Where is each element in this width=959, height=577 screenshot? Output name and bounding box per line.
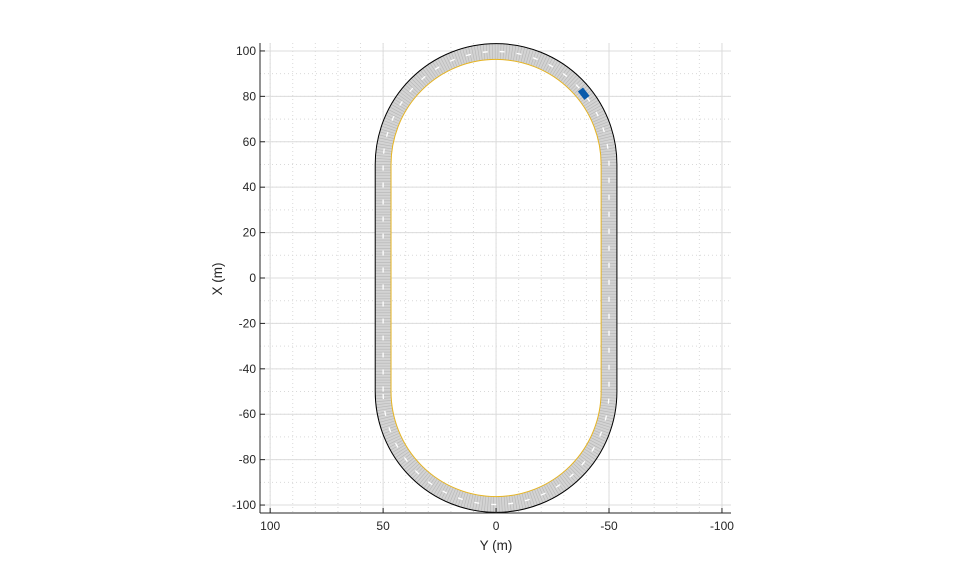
x-tick-label: 0 (493, 519, 500, 533)
road-inner-edge (390, 59, 602, 497)
y-tick-label: -100 (232, 498, 256, 512)
road-hatching (375, 43, 617, 513)
y-tick-label: 20 (243, 226, 257, 240)
y-tick-label: -60 (239, 407, 257, 421)
y-tick-label: 40 (243, 180, 257, 194)
y-tick-label: -80 (239, 453, 257, 467)
x-tick-label: -50 (600, 519, 618, 533)
grid (260, 43, 731, 513)
road (374, 43, 618, 513)
x-tick-label: 50 (376, 519, 390, 533)
lane-marking (382, 51, 610, 505)
x-tick-label: -100 (710, 519, 734, 533)
y-axis-label: X (m) (210, 263, 225, 296)
vehicle (577, 87, 590, 100)
y-tick-label: 0 (249, 271, 256, 285)
y-tick-label: 80 (243, 89, 257, 103)
axes: 100 50 0 -50 -100 100 80 60 40 20 0 -20 -40 -60 -80 -10… (232, 43, 734, 533)
x-tick-label: 100 (260, 519, 280, 533)
road-outer-edge (374, 43, 618, 513)
y-tick-label: 60 (243, 135, 257, 149)
y-tick-label: -20 (239, 316, 257, 330)
y-tick-label: 100 (236, 44, 256, 58)
ego-vehicle (577, 87, 590, 100)
x-axis-label: Y (m) (480, 538, 513, 553)
y-tick-label: -40 (239, 362, 257, 376)
